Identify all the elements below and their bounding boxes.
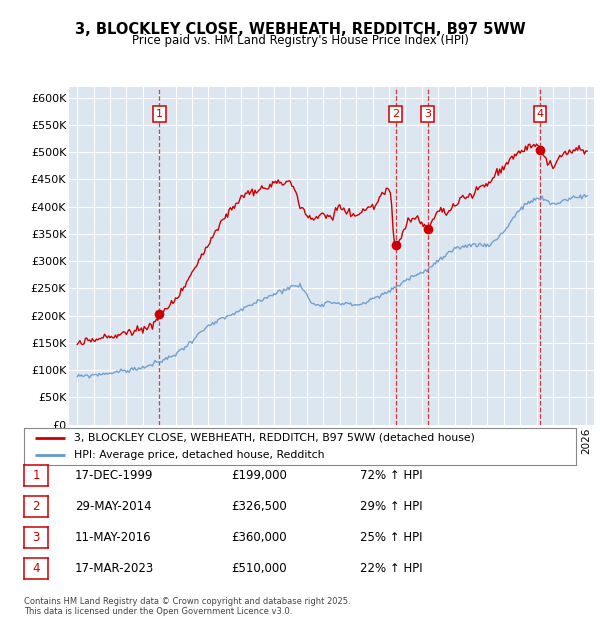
- Text: £199,000: £199,000: [231, 469, 287, 482]
- Text: 11-MAY-2016: 11-MAY-2016: [75, 531, 152, 544]
- Text: £360,000: £360,000: [231, 531, 287, 544]
- Text: 3, BLOCKLEY CLOSE, WEBHEATH, REDDITCH, B97 5WW: 3, BLOCKLEY CLOSE, WEBHEATH, REDDITCH, B…: [74, 22, 526, 37]
- Text: 2: 2: [32, 500, 40, 513]
- Text: 1: 1: [32, 469, 40, 482]
- Text: 4: 4: [32, 562, 40, 575]
- Text: 22% ↑ HPI: 22% ↑ HPI: [360, 562, 422, 575]
- Text: 25% ↑ HPI: 25% ↑ HPI: [360, 531, 422, 544]
- Text: Price paid vs. HM Land Registry's House Price Index (HPI): Price paid vs. HM Land Registry's House …: [131, 34, 469, 47]
- Text: 3, BLOCKLEY CLOSE, WEBHEATH, REDDITCH, B97 5WW (detached house): 3, BLOCKLEY CLOSE, WEBHEATH, REDDITCH, B…: [74, 433, 475, 443]
- Text: Contains HM Land Registry data © Crown copyright and database right 2025.
This d: Contains HM Land Registry data © Crown c…: [24, 597, 350, 616]
- Text: 29-MAY-2014: 29-MAY-2014: [75, 500, 152, 513]
- Text: 17-MAR-2023: 17-MAR-2023: [75, 562, 154, 575]
- Text: 4: 4: [536, 109, 544, 119]
- Text: 29% ↑ HPI: 29% ↑ HPI: [360, 500, 422, 513]
- Text: 3: 3: [424, 109, 431, 119]
- Text: 3: 3: [32, 531, 40, 544]
- Text: £326,500: £326,500: [231, 500, 287, 513]
- Text: 1: 1: [156, 109, 163, 119]
- Text: 17-DEC-1999: 17-DEC-1999: [75, 469, 154, 482]
- Text: £510,000: £510,000: [231, 562, 287, 575]
- Text: 2: 2: [392, 109, 399, 119]
- Text: HPI: Average price, detached house, Redditch: HPI: Average price, detached house, Redd…: [74, 450, 324, 460]
- Text: 72% ↑ HPI: 72% ↑ HPI: [360, 469, 422, 482]
